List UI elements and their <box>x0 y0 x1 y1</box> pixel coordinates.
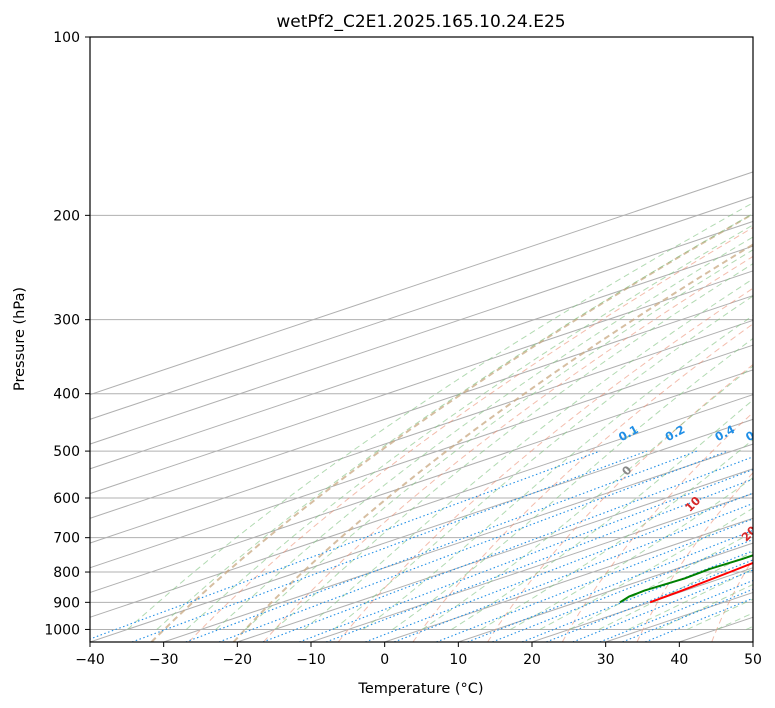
x-axis-ticks: −40 −30 −20 −10 0 10 20 30 40 50 <box>75 642 762 668</box>
moist-adiabat-lines <box>127 202 753 630</box>
y-tick-label: 400 <box>53 387 80 403</box>
mixing-ratio-label: 0.6 <box>743 422 768 444</box>
moist-adiabat-line <box>480 438 753 630</box>
moist-adiabat-line <box>392 337 753 630</box>
dry-adiabat-line <box>561 411 753 642</box>
isotherm-line <box>90 418 753 642</box>
y-tick-label: 200 <box>53 208 80 224</box>
dry-adiabat-line <box>412 323 753 642</box>
dry-adiabat-line <box>263 255 753 642</box>
moist-adiabat-line <box>185 224 753 630</box>
moist-adiabat-line <box>244 249 753 630</box>
x-tick-label: 20 <box>523 652 541 668</box>
x-tick-label: −20 <box>223 652 253 668</box>
y-tick-label: 900 <box>53 595 80 611</box>
isotherm-line <box>90 369 753 594</box>
mixing-ratio-line <box>467 529 753 642</box>
isotherm-line <box>90 220 753 445</box>
isotherm-line <box>384 517 753 642</box>
x-axis-title: Temperature (°C) <box>357 681 483 697</box>
moist-adiabat-line <box>127 202 753 630</box>
x-tick-label: 50 <box>744 652 762 668</box>
isotherm-line <box>90 196 753 420</box>
mixing-ratio-lines <box>90 450 753 642</box>
x-tick-label: 10 <box>449 652 467 668</box>
mixing-ratio-line <box>492 538 753 642</box>
isotherm-line <box>90 245 753 470</box>
y-tick-label: 1000 <box>44 622 80 638</box>
dry-adiabat-line <box>337 287 753 642</box>
moist-adiabat-line <box>156 213 753 630</box>
isotherm-line <box>90 319 753 544</box>
y-tick-label: 100 <box>53 30 80 46</box>
x-tick-label: 30 <box>597 652 615 668</box>
plot-background <box>90 37 753 642</box>
moist-adiabat-line <box>303 278 753 630</box>
isotherm-line <box>310 493 753 642</box>
plot-frame <box>89 36 754 643</box>
mixing-ratio-line <box>262 456 753 642</box>
mixing-ratio-line <box>185 450 697 642</box>
moist-adiabat-line <box>451 399 753 630</box>
mixing-ratio-line <box>393 502 753 642</box>
moist-adiabat-line <box>421 365 753 630</box>
x-tick-label: 40 <box>670 652 688 668</box>
moist-adiabat-line <box>628 568 753 630</box>
isotherm-line <box>90 344 753 569</box>
isotherm-lines <box>90 171 753 642</box>
isotherm-line <box>237 468 753 642</box>
moist-adiabat-line <box>510 477 753 630</box>
chart-title: wetPf2_C2E1.2025.165.10.24.E25 <box>276 12 565 32</box>
isotherm-line <box>752 641 753 642</box>
isotherm-line <box>90 295 753 519</box>
moist-adiabat-line <box>569 531 753 630</box>
isotherm-line <box>163 443 753 642</box>
dry-adiabat-line <box>188 226 753 642</box>
isotherm-line <box>90 171 753 396</box>
x-tick-label: −30 <box>149 652 179 668</box>
dry-adiabat-line <box>487 363 753 642</box>
mixing-ratio-line <box>131 450 647 642</box>
moist-adiabat-line <box>598 551 753 630</box>
moist-adiabat-line <box>274 263 753 630</box>
isotherm-line <box>90 394 753 618</box>
y-tick-label: 500 <box>53 444 80 460</box>
dry-adiabat-line <box>711 557 753 642</box>
y-tick-label: 700 <box>53 531 80 547</box>
x-tick-label: −40 <box>75 652 105 668</box>
isotherm-line <box>90 270 753 495</box>
y-tick-label: 600 <box>53 491 80 507</box>
moist-adiabat-line <box>333 295 753 630</box>
mixing-ratio-line <box>365 492 753 642</box>
mixing-ratio-line <box>436 518 753 642</box>
y-tick-label: 300 <box>53 313 80 329</box>
y-tick-label: 800 <box>53 565 80 581</box>
plot-border <box>89 36 754 643</box>
y-axis-title: Pressure (hPa) <box>12 287 28 391</box>
y-axis-ticks: 100 200 300 400 500 600 700 800 900 1000 <box>44 30 90 638</box>
x-tick-label: −10 <box>296 652 326 668</box>
x-tick-label: 0 <box>380 652 389 668</box>
mixing-ratio-line <box>521 550 753 642</box>
moist-adiabat-line <box>215 236 753 630</box>
